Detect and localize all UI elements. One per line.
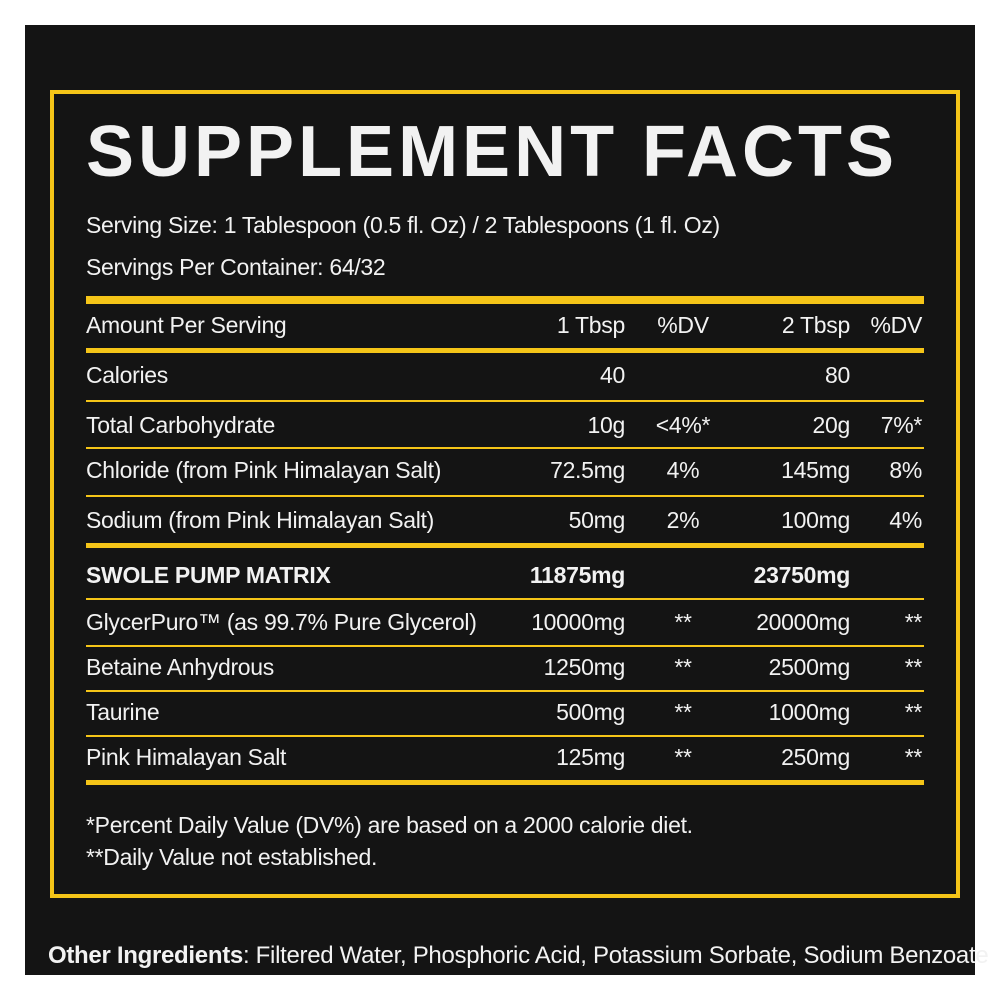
row-value: 50mg	[568, 507, 626, 533]
row-label: Sodium (from Pink Himalayan Salt)	[86, 507, 434, 533]
row-value: 1000mg	[768, 699, 851, 725]
other-ingredients-label: Other Ingredients	[48, 942, 243, 969]
row-value: 72.5mg	[550, 457, 625, 483]
row-label: GlycerPuro™ (as 99.7% Pure Glycerol)	[86, 609, 477, 635]
row-value: 125mg	[556, 744, 625, 770]
header-cell: %DV	[870, 312, 922, 338]
row-value: 8%	[889, 457, 922, 483]
thick-rule	[86, 542, 924, 548]
header-cell: %DV	[657, 312, 709, 338]
row-label: Pink Himalayan Salt	[86, 744, 287, 770]
row-value: 10g	[587, 412, 626, 438]
thick-rule	[86, 296, 924, 304]
thin-rule	[86, 645, 924, 647]
serving-size: Serving Size: 1 Tablespoon (0.5 fl. Oz) …	[86, 212, 720, 238]
row-value: **	[904, 744, 923, 770]
row-value: 100mg	[781, 507, 850, 533]
header-cell: Amount Per Serving	[86, 312, 287, 338]
thin-rule	[86, 598, 924, 600]
header-cell: 1 Tbsp	[556, 312, 625, 338]
row-label: Calories	[86, 362, 168, 388]
thin-rule	[86, 400, 924, 402]
thin-rule	[86, 690, 924, 692]
thin-rule	[86, 495, 924, 497]
footnote: **Daily Value not established.	[86, 844, 378, 870]
row-value: **	[674, 699, 692, 725]
row-label: Total Carbohydrate	[86, 412, 275, 438]
row-value: 10000mg	[531, 609, 625, 635]
row-value: 40	[600, 362, 625, 388]
facts-border	[50, 90, 960, 898]
row-value: **	[674, 654, 692, 680]
row-label: Taurine	[86, 699, 160, 725]
row-value: <4%*	[655, 412, 711, 438]
header-cell: 2 Tbsp	[781, 312, 850, 338]
row-value: 250mg	[781, 744, 850, 770]
row-value: **	[904, 609, 923, 635]
title: SUPPLEMENT FACTS	[86, 112, 899, 192]
row-value: 20000mg	[756, 609, 850, 635]
thin-rule	[86, 447, 924, 449]
footnote: *Percent Daily Value (DV%) are based on …	[86, 812, 693, 838]
row-label: SWOLE PUMP MATRIX	[86, 562, 331, 588]
row-value: **	[674, 744, 692, 770]
other-ingredients-text: : Filtered Water, Phosphoric Acid, Potas…	[242, 942, 989, 969]
row-value: 4%	[889, 507, 922, 533]
servings-per-container: Servings Per Container: 64/32	[86, 254, 386, 280]
row-value: **	[904, 699, 923, 725]
row-value: 2500mg	[768, 654, 851, 680]
row-value: **	[904, 654, 923, 680]
other-ingredients: Other Ingredients: Filtered Water, Phosp…	[48, 942, 989, 970]
row-value: 20g	[812, 412, 851, 438]
row-value: **	[674, 609, 692, 635]
panel	[25, 25, 975, 975]
row-label: Betaine Anhydrous	[86, 654, 274, 680]
row-value: 11875mg	[529, 562, 625, 588]
row-value: 1250mg	[543, 654, 626, 680]
thin-rule	[86, 735, 924, 737]
row-value: 23750mg	[753, 562, 851, 588]
row-value: 7%*	[880, 412, 923, 438]
row-value: 2%	[666, 507, 700, 533]
row-label: Chloride (from Pink Himalayan Salt)	[86, 457, 442, 483]
thick-rule	[86, 779, 924, 785]
row-value: 80	[825, 362, 850, 388]
row-value: 145mg	[781, 457, 850, 483]
thick-rule	[86, 347, 924, 353]
row-value: 4%	[666, 457, 700, 483]
row-value: 500mg	[556, 699, 625, 725]
